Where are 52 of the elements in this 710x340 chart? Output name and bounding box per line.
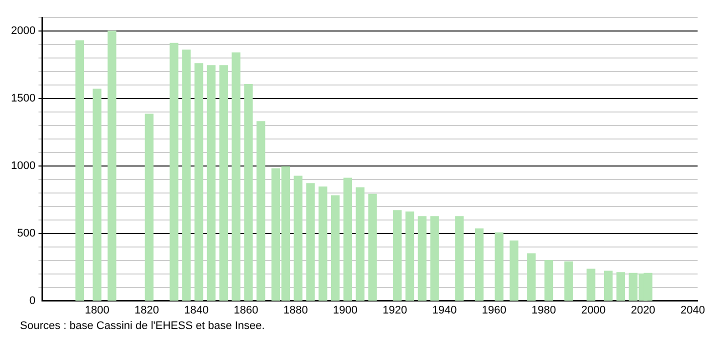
x-tick-label: 1820: [134, 304, 159, 316]
bar: [75, 40, 84, 301]
bar: [616, 272, 626, 301]
y-tick-label: 2000: [10, 25, 36, 38]
bar: [206, 65, 216, 301]
x-tick-label: 1980: [532, 304, 556, 316]
bar: [343, 178, 352, 301]
bar: [474, 228, 484, 301]
bar: [144, 114, 154, 301]
x-tick-label: 1880: [283, 304, 308, 316]
bar: [418, 216, 427, 301]
x-tick-label: 1920: [382, 304, 408, 316]
y-tick-label: 1000: [10, 160, 36, 172]
x-tick-label: 1860: [234, 304, 258, 316]
y-tick-label: 1500: [10, 92, 36, 105]
bar: [455, 216, 464, 301]
bar: [527, 253, 536, 301]
bar: [368, 194, 377, 301]
bar: [306, 183, 315, 301]
bar: [494, 232, 504, 301]
bar: [318, 186, 328, 301]
x-tick-label: 1960: [482, 304, 506, 316]
x-tick-label: 1900: [333, 304, 358, 316]
y-tick-label: 500: [17, 227, 36, 240]
x-tick-label: 2020: [630, 304, 656, 316]
bar: [430, 216, 439, 301]
bar: [330, 195, 340, 301]
source-note: Sources : base Cassini de l'EHESS et base Insee.: [20, 320, 266, 332]
bar: [393, 210, 402, 301]
bar: [405, 211, 414, 301]
bar: [108, 30, 116, 301]
bar: [544, 260, 554, 301]
bar: [194, 63, 204, 301]
bar: [182, 50, 191, 301]
x-tick-label: 2000: [581, 304, 606, 316]
bar: [564, 261, 573, 301]
bar: [170, 42, 178, 301]
bar: [586, 268, 596, 301]
x-tick-label: 1940: [432, 304, 457, 316]
bar: [232, 52, 240, 301]
x-tick-label: 1840: [184, 304, 209, 316]
bar: [604, 270, 613, 301]
y-tick-label: 0: [29, 294, 36, 307]
bar: [294, 176, 302, 301]
bar: [92, 88, 102, 301]
bar: [510, 240, 518, 301]
bar: [256, 121, 266, 301]
bar: [356, 187, 364, 301]
x-tick-label: 2040: [680, 304, 705, 316]
bar: [244, 84, 253, 301]
x-tick-label: 1800: [84, 304, 110, 316]
bar: [219, 65, 228, 301]
